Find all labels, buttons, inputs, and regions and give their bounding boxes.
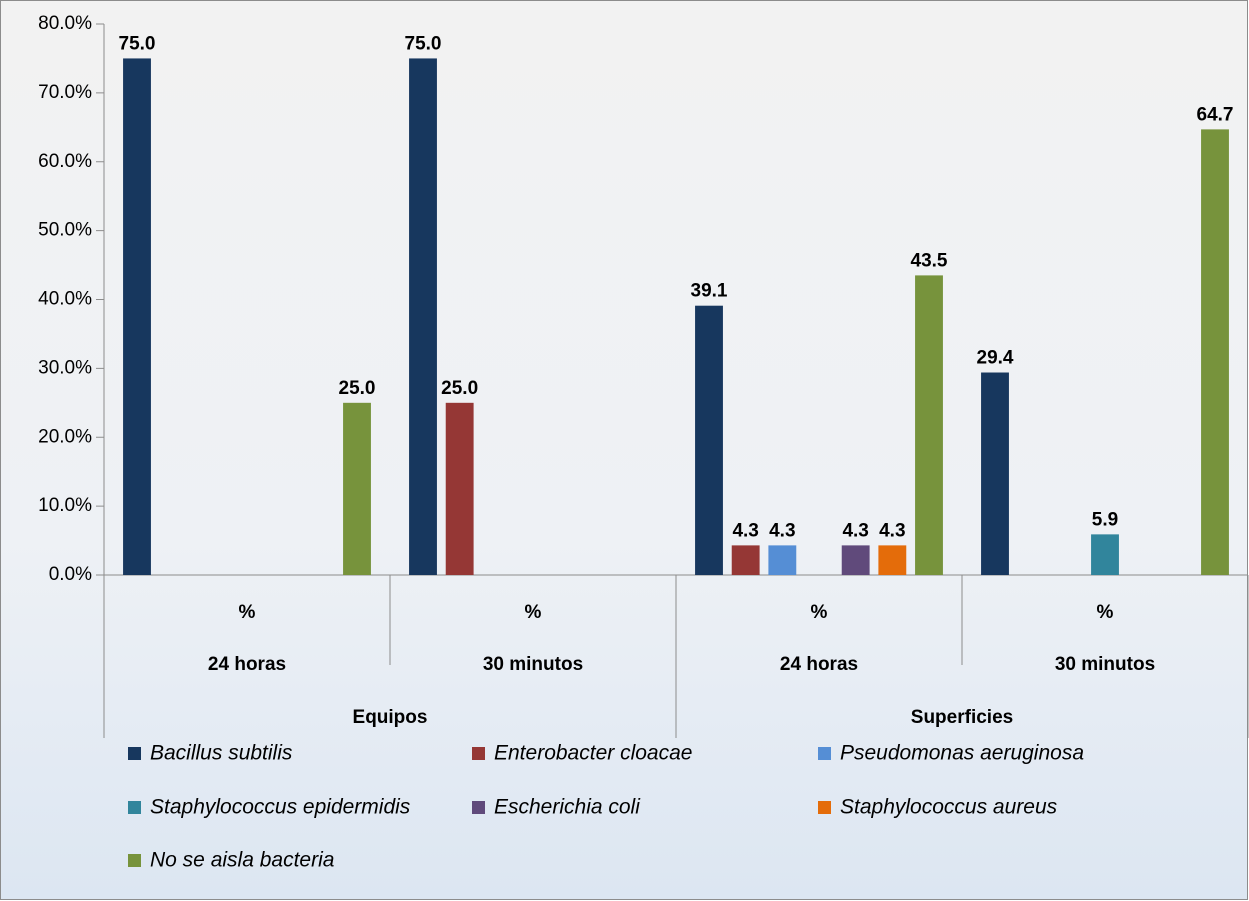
legend-swatch: [472, 801, 485, 814]
legend-swatch: [128, 801, 141, 814]
y-tick-label: 60.0%: [38, 151, 92, 172]
legend-swatch: [472, 747, 485, 760]
value-label: 4.3: [879, 520, 905, 541]
bar: [695, 305, 723, 575]
value-label: 43.5: [911, 250, 948, 271]
x-group-label: Superficies: [911, 707, 1013, 728]
bar: [1201, 129, 1229, 575]
x-tick-label: %: [811, 602, 828, 623]
y-tick-label: 80.0%: [38, 13, 92, 34]
legend-swatch: [818, 801, 831, 814]
x-group-label: Equipos: [353, 707, 428, 728]
legend-swatch: [818, 747, 831, 760]
value-label: 4.3: [769, 520, 795, 541]
legend-label: No se aisla bacteria: [150, 849, 334, 872]
bar: [123, 58, 151, 575]
value-label: 39.1: [691, 281, 728, 302]
x-subcategory-label: 30 minutos: [483, 654, 583, 675]
legend-label: Staphylococcus epidermidis: [150, 796, 411, 819]
value-label: 4.3: [732, 520, 758, 541]
bar: [768, 545, 797, 575]
legend-label: Staphylococcus aureus: [840, 796, 1058, 819]
value-label: 64.7: [1197, 104, 1234, 125]
value-label: 4.3: [842, 520, 868, 541]
value-label: 25.0: [441, 378, 478, 399]
legend-label: Enterobacter cloacae: [494, 742, 692, 765]
y-tick-label: 20.0%: [38, 426, 92, 447]
value-label: 75.0: [405, 33, 442, 54]
x-tick-label: %: [1097, 602, 1114, 623]
bar: [343, 402, 371, 575]
bar: [878, 545, 907, 575]
y-tick-label: 30.0%: [38, 357, 92, 378]
y-tick-label: 50.0%: [38, 220, 92, 241]
value-label: 5.9: [1092, 509, 1118, 530]
bar: [841, 545, 870, 575]
x-subcategory-label: 24 horas: [780, 654, 858, 675]
y-tick-label: 70.0%: [38, 82, 92, 103]
bar: [981, 372, 1009, 575]
value-label: 75.0: [119, 33, 156, 54]
value-label: 29.4: [977, 348, 1014, 369]
bar: [731, 545, 760, 575]
legend-swatch: [128, 747, 141, 760]
x-subcategory-label: 24 horas: [208, 654, 286, 675]
value-label: 25.0: [339, 378, 376, 399]
legend-swatch: [128, 854, 141, 867]
y-tick-label: 40.0%: [38, 289, 92, 310]
y-tick-label: 0.0%: [49, 564, 92, 585]
y-tick-label: 10.0%: [38, 495, 92, 516]
bar: [1091, 534, 1119, 575]
legend-label: Pseudomonas aeruginosa: [840, 742, 1084, 765]
x-tick-label: %: [525, 602, 542, 623]
bar: [409, 58, 437, 575]
x-subcategory-label: 30 minutos: [1055, 654, 1155, 675]
bar: [915, 275, 943, 575]
legend-label: Escherichia coli: [494, 796, 641, 819]
legend-label: Bacillus subtilis: [150, 742, 293, 765]
x-tick-label: %: [239, 602, 256, 623]
bar: [445, 402, 474, 575]
